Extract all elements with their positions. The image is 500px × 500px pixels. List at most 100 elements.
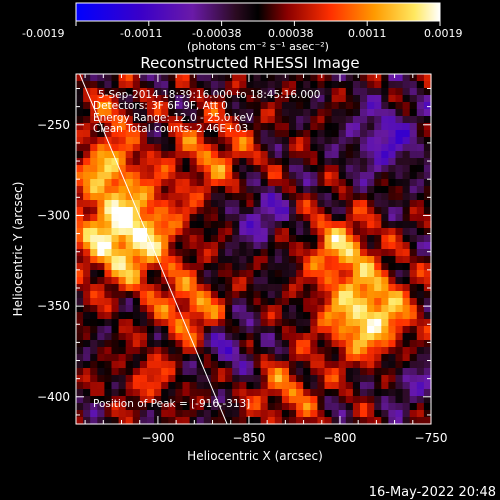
heatmap-cell [324, 298, 333, 306]
heatmap-cell [104, 158, 113, 166]
heatmap-cell [232, 305, 240, 313]
heatmap-cell [175, 417, 184, 425]
heatmap-cell [210, 361, 219, 369]
heatmap-cell [289, 298, 297, 306]
heatmap-cell [317, 193, 326, 201]
heatmap-cell [260, 235, 269, 243]
heatmap-cell [409, 382, 418, 390]
heatmap-cell [296, 221, 304, 229]
heatmap-cell [218, 151, 226, 159]
heatmap-cell [381, 81, 389, 89]
heatmap-cell [189, 200, 198, 208]
heatmap-cell [132, 354, 141, 362]
heatmap-cell [331, 81, 340, 89]
heatmap-cell [253, 319, 262, 327]
heatmap-cell [147, 410, 155, 418]
heatmap-cell [225, 270, 233, 278]
heatmap-cell [352, 123, 361, 131]
heatmap-cell [338, 417, 347, 425]
heatmap-cell [139, 354, 148, 362]
heatmap-cell [239, 326, 247, 334]
heatmap-cell [367, 207, 375, 215]
heatmap-cell [218, 312, 226, 320]
heatmap-cell [310, 151, 318, 159]
heatmap-cell [76, 200, 84, 208]
heatmap-cell [232, 382, 240, 390]
heatmap-cell [97, 214, 105, 222]
heatmap-cell [416, 263, 425, 271]
heatmap-cell [111, 417, 120, 425]
heatmap-cell [388, 165, 397, 173]
heatmap-cell [360, 95, 368, 103]
heatmap-cell [104, 200, 113, 208]
heatmap-cell [367, 116, 375, 124]
heatmap-cell [303, 291, 311, 299]
heatmap-cell [324, 375, 333, 383]
heatmap-cell [416, 95, 425, 103]
heatmap-cell [324, 382, 333, 390]
heatmap-cell [97, 382, 105, 390]
heatmap-cell [182, 333, 191, 341]
heatmap-cell [168, 417, 176, 425]
heatmap-cell [360, 74, 368, 82]
heatmap-cell [324, 242, 333, 250]
heatmap-cell [267, 137, 276, 145]
heatmap-cell [132, 228, 141, 236]
heatmap-cell [168, 221, 176, 229]
heatmap-cell [189, 403, 198, 411]
heatmap-cell [225, 305, 233, 313]
heatmap-cell [196, 403, 205, 411]
heatmap-cell [218, 172, 226, 180]
heatmap-cell [168, 88, 176, 96]
heatmap-cell [125, 284, 134, 292]
heatmap-cell [374, 326, 382, 334]
heatmap-cell [409, 403, 418, 411]
heatmap-cell [367, 179, 375, 187]
heatmap-cell [161, 347, 169, 355]
heatmap-cell [147, 270, 155, 278]
heatmap-cell [225, 207, 233, 215]
heatmap-cell [317, 81, 326, 89]
heatmap-cell [423, 214, 432, 222]
heatmap-cell [303, 417, 311, 425]
heatmap-cell [338, 312, 347, 320]
heatmap-cell [147, 207, 155, 215]
heatmap-cell [381, 109, 389, 117]
heatmap-cell [352, 305, 361, 313]
heatmap-cell [416, 403, 425, 411]
heatmap-cell [388, 368, 397, 376]
heatmap-cell [409, 242, 418, 250]
heatmap-cell [296, 193, 304, 201]
heatmap-cell [139, 123, 148, 131]
heatmap-cell [218, 403, 226, 411]
heatmap-cell [395, 361, 404, 369]
heatmap-cell [225, 235, 233, 243]
heatmap-cell [168, 200, 176, 208]
heatmap-cell [317, 137, 326, 145]
heatmap-cell [267, 284, 276, 292]
heatmap-cell [132, 137, 141, 145]
heatmap-cell [161, 242, 169, 250]
heatmap-cell [132, 151, 141, 159]
heatmap-cell [331, 333, 340, 341]
heatmap-cell [388, 326, 397, 334]
heatmap-cell [423, 396, 432, 404]
info-method: Clean Total counts: 2.46E+03 [93, 123, 248, 135]
heatmap-cell [118, 200, 127, 208]
heatmap-cell [402, 130, 411, 138]
heatmap-cell [303, 249, 311, 257]
heatmap-cell [246, 235, 255, 243]
heatmap-cell [253, 389, 262, 397]
heatmap-cell [139, 312, 148, 320]
heatmap-cell [274, 102, 283, 110]
heatmap-cell [246, 193, 255, 201]
heatmap-cell [416, 186, 425, 194]
heatmap-cell [352, 109, 361, 117]
heatmap-cell [374, 158, 382, 166]
heatmap-cell [139, 235, 148, 243]
heatmap-cell [352, 319, 361, 327]
heatmap-cell [125, 389, 134, 397]
heatmap-cell [76, 312, 84, 320]
heatmap-cell [246, 277, 255, 285]
heatmap-cell [246, 333, 255, 341]
